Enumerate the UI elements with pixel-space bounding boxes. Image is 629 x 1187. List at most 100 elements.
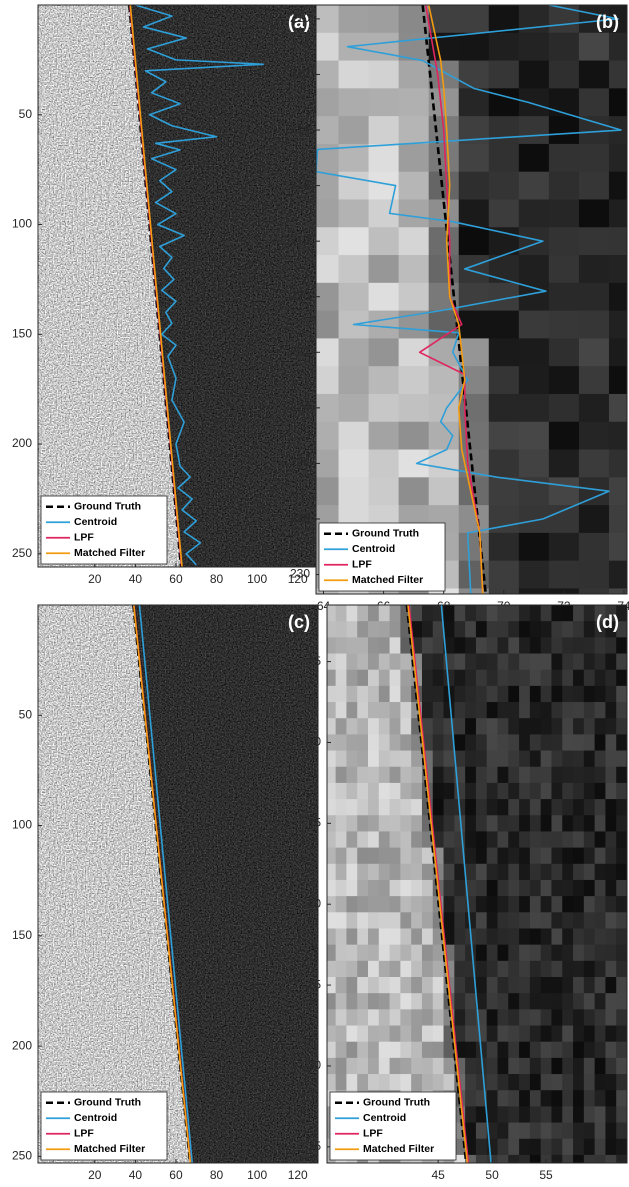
axes-frame <box>326 604 628 1164</box>
pixel <box>488 338 520 367</box>
y-tick-label: 212 <box>290 67 310 81</box>
pixel <box>378 831 391 849</box>
pixel <box>327 944 337 962</box>
pixel <box>551 605 563 622</box>
pixel <box>497 1090 509 1107</box>
pixel <box>368 1041 380 1059</box>
pixel <box>497 896 509 913</box>
pixel <box>497 993 509 1010</box>
pixel <box>562 1122 574 1140</box>
pixel <box>411 879 423 897</box>
pixel <box>432 637 445 655</box>
pixel <box>540 669 552 687</box>
pixel <box>548 560 580 589</box>
pixel <box>578 88 610 117</box>
pixel <box>432 782 445 800</box>
pixel <box>465 1138 477 1156</box>
pixel <box>583 750 596 768</box>
pixel <box>443 928 455 946</box>
pixel <box>573 928 585 946</box>
pixel <box>519 847 531 865</box>
pixel <box>458 393 490 423</box>
pixel <box>529 993 542 1010</box>
pixel <box>327 799 337 816</box>
pixel <box>465 621 477 638</box>
y-tick-label: 5 <box>314 654 321 668</box>
pixel <box>368 1074 380 1091</box>
pixel <box>398 88 430 117</box>
pixel <box>357 766 369 784</box>
pixel <box>378 1057 391 1075</box>
pixel <box>540 782 552 800</box>
pixel <box>411 960 423 978</box>
pixel <box>508 1106 520 1124</box>
pixel <box>465 669 477 687</box>
pixel <box>454 653 466 671</box>
pixel <box>605 863 617 881</box>
pixel <box>608 143 627 173</box>
pixel <box>518 88 550 117</box>
pixel <box>573 912 585 929</box>
pixel <box>583 993 596 1010</box>
pixel <box>368 1057 380 1075</box>
pixel <box>411 912 423 929</box>
pixel <box>497 1025 509 1043</box>
pixel <box>357 896 369 913</box>
pixel <box>357 879 369 897</box>
pixel <box>335 1074 347 1091</box>
pixel <box>608 88 627 117</box>
pixel <box>454 734 466 752</box>
y-tick-label: 230 <box>290 567 310 581</box>
pixel <box>594 847 606 865</box>
pixel <box>411 1025 423 1043</box>
pixel <box>316 449 340 478</box>
pixel <box>573 896 585 913</box>
pixel <box>519 1122 531 1140</box>
pixel <box>548 366 580 395</box>
pixel <box>454 1025 466 1043</box>
x-tick-label: 100 <box>247 572 267 586</box>
x-tick-label: 80 <box>210 572 224 586</box>
pixel <box>562 734 574 752</box>
axes-frame <box>37 604 319 1164</box>
pixel <box>486 1154 499 1163</box>
pixel <box>616 847 627 865</box>
panel-label: (a) <box>288 12 310 32</box>
pixel <box>529 685 542 703</box>
pixel <box>616 928 627 946</box>
pixel <box>562 831 574 849</box>
pixel <box>368 766 380 784</box>
pixel <box>378 766 391 784</box>
pixel <box>346 766 358 784</box>
pixel <box>389 734 401 752</box>
pixel <box>594 718 606 735</box>
pixel <box>508 669 520 687</box>
pixel <box>316 227 340 256</box>
pixel <box>400 960 412 978</box>
pixel <box>389 1025 401 1043</box>
pixel <box>573 1154 585 1163</box>
pixel <box>551 847 563 865</box>
pixel <box>540 1138 552 1156</box>
pixel <box>443 847 455 865</box>
pixel <box>316 88 340 117</box>
pixel <box>508 766 520 784</box>
pixel <box>443 1041 455 1059</box>
pixel <box>454 863 466 881</box>
pixel <box>346 977 358 994</box>
pixel <box>573 960 585 978</box>
pixel <box>346 831 358 849</box>
x-tick-label: 80 <box>210 1168 224 1182</box>
y-tick-label: 10 <box>308 735 322 749</box>
pixel <box>411 605 423 622</box>
pixel <box>605 1074 617 1091</box>
pixel <box>583 1106 596 1124</box>
pixel <box>475 1009 488 1027</box>
pixel <box>578 116 610 145</box>
pixel <box>497 685 509 703</box>
pixel <box>357 669 369 687</box>
pixel <box>465 815 477 832</box>
pixel <box>368 621 380 638</box>
legend-label: Ground Truth <box>363 1097 430 1109</box>
x-tick-label: 40 <box>129 1168 143 1182</box>
